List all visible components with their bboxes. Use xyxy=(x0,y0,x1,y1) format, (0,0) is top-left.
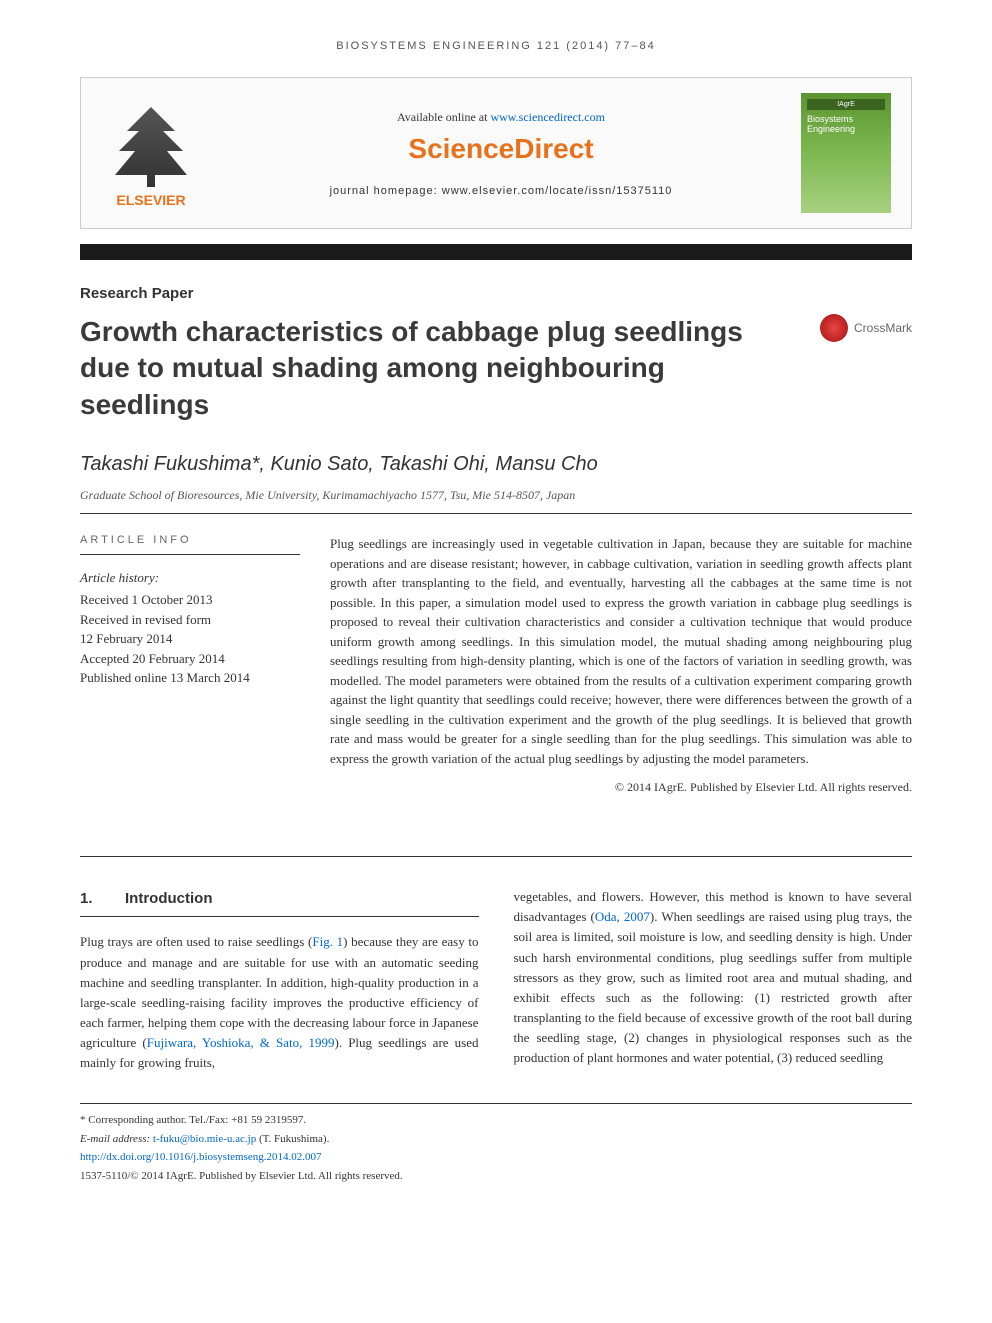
author-email-link[interactable]: t-fuku@bio.mie-u.ac.jp xyxy=(153,1133,256,1145)
footnotes: * Corresponding author. Tel./Fax: +81 59… xyxy=(80,1103,912,1184)
rule-under-affiliation xyxy=(80,513,912,514)
section-1-number: 1. xyxy=(80,887,125,910)
intro-para-left: Plug trays are often used to raise seedl… xyxy=(80,932,479,1073)
history-revised-line2: 12 February 2014 xyxy=(80,629,300,649)
history-label: Article history: xyxy=(80,570,300,586)
abstract-text: Plug seedlings are increasingly used in … xyxy=(330,536,912,766)
email-line: E-mail address: t-fuku@bio.mie-u.ac.jp (… xyxy=(80,1131,912,1148)
history-accepted: Accepted 20 February 2014 xyxy=(80,649,300,669)
title-row: Growth characteristics of cabbage plug s… xyxy=(80,314,912,423)
text-1b: ) because they are easy to produce and m… xyxy=(80,934,479,1050)
crossmark-icon xyxy=(820,314,848,342)
affiliation: Graduate School of Bioresources, Mie Uni… xyxy=(80,488,912,503)
cover-journal-title: Biosystems Engineering xyxy=(807,114,885,134)
author-list: Takashi Fukushima*, Kunio Sato, Takashi … xyxy=(80,453,912,476)
available-prefix: Available online at xyxy=(397,110,490,124)
fig1-link[interactable]: Fig. 1 xyxy=(312,934,343,949)
elsevier-tree-icon xyxy=(111,107,191,187)
running-header: BIOSYSTEMS ENGINEERING 121 (2014) 77–84 xyxy=(80,40,912,52)
crossmark-label: CrossMark xyxy=(854,321,912,335)
body-columns: 1.Introduction Plug trays are often used… xyxy=(80,887,912,1073)
header-center: Available online at www.sciencedirect.co… xyxy=(221,110,781,197)
publisher-logo: ELSEVIER xyxy=(101,98,201,208)
journal-homepage: journal homepage: www.elsevier.com/locat… xyxy=(221,185,781,197)
info-abstract-row: ARTICLE INFO Article history: Received 1… xyxy=(80,534,912,796)
section-1-heading: 1.Introduction xyxy=(80,887,479,917)
abstract: Plug seedlings are increasingly used in … xyxy=(330,534,912,796)
cover-society: IAgrE xyxy=(807,99,885,110)
column-left: 1.Introduction Plug trays are often used… xyxy=(80,887,479,1073)
article-info: ARTICLE INFO Article history: Received 1… xyxy=(80,534,300,796)
header-divider-bar xyxy=(80,244,912,260)
article-info-heading: ARTICLE INFO xyxy=(80,534,300,555)
article-type: Research Paper xyxy=(80,285,912,302)
journal-cover-thumbnail: IAgrE Biosystems Engineering xyxy=(801,93,891,213)
history-revised-line1: Received in revised form xyxy=(80,610,300,630)
abstract-copyright: © 2014 IAgrE. Published by Elsevier Ltd.… xyxy=(330,778,912,796)
email-label: E-mail address: xyxy=(80,1133,153,1145)
history-published: Published online 13 March 2014 xyxy=(80,668,300,688)
crossmark-badge[interactable]: CrossMark xyxy=(820,314,912,342)
history-received: Received 1 October 2013 xyxy=(80,590,300,610)
sciencedirect-logo: ScienceDirect xyxy=(221,133,781,165)
available-online: Available online at www.sciencedirect.co… xyxy=(221,110,781,125)
journal-header: ELSEVIER Available online at www.science… xyxy=(80,77,912,229)
email-suffix: (T. Fukushima). xyxy=(256,1133,329,1145)
issn-copyright: 1537-5110/© 2014 IAgrE. Published by Els… xyxy=(80,1168,912,1185)
text-1a: Plug trays are often used to raise seedl… xyxy=(80,934,312,949)
section-1-title: Introduction xyxy=(125,890,212,907)
ref-oda-link[interactable]: Oda, 2007 xyxy=(595,909,650,924)
publisher-name: ELSEVIER xyxy=(116,192,185,208)
corresponding-author: * Corresponding author. Tel./Fax: +81 59… xyxy=(80,1112,912,1129)
intro-para-right: vegetables, and flowers. However, this m… xyxy=(514,887,913,1068)
column-right: vegetables, and flowers. However, this m… xyxy=(514,887,913,1073)
rule-above-body xyxy=(80,856,912,857)
article-title: Growth characteristics of cabbage plug s… xyxy=(80,314,800,423)
doi-link[interactable]: http://dx.doi.org/10.1016/j.biosystemsen… xyxy=(80,1151,322,1163)
ref-fujiwara-link[interactable]: Fujiwara, Yoshioka, & Sato, 1999 xyxy=(147,1035,335,1050)
sciencedirect-link[interactable]: www.sciencedirect.com xyxy=(490,110,605,124)
text-2b: ). When seedlings are raised using plug … xyxy=(514,909,913,1065)
